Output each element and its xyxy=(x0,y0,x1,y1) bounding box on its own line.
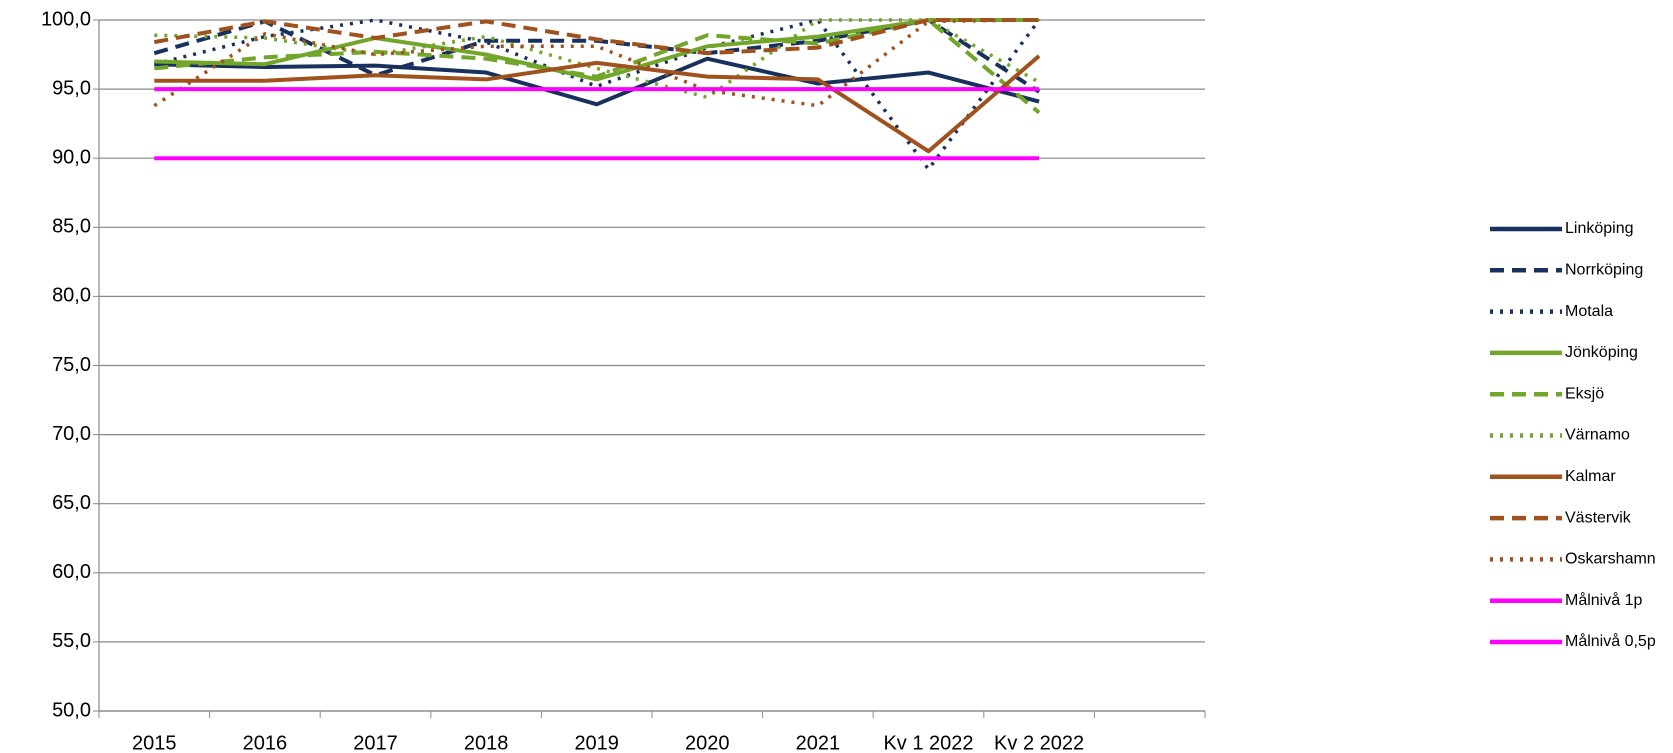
x-tick-label: Kv 1 2022 xyxy=(883,732,973,753)
legend-label: Jönköping xyxy=(1565,344,1638,361)
x-tick-label: 2020 xyxy=(685,732,730,753)
series-line xyxy=(154,56,1040,107)
x-tick-label: 2016 xyxy=(243,732,288,753)
y-tick-label: 95,0 xyxy=(52,77,91,99)
series-line xyxy=(153,18,1040,56)
x-tick-label: 2015 xyxy=(132,732,177,753)
legend-label: Norrköping xyxy=(1565,262,1643,279)
y-tick-label: 60,0 xyxy=(52,561,91,583)
series-line xyxy=(154,18,1041,115)
y-tick-label: 75,0 xyxy=(52,354,91,376)
legend-label: Oskarshamn xyxy=(1565,551,1656,568)
legend-label: Eksjö xyxy=(1565,385,1604,402)
y-tick-label: 70,0 xyxy=(52,423,91,445)
y-tick-label: 80,0 xyxy=(52,285,91,307)
y-tick-label: 100,0 xyxy=(41,8,91,30)
series-line xyxy=(153,18,1041,172)
legend-label: Värnamo xyxy=(1565,427,1630,444)
y-tick-label: 50,0 xyxy=(52,699,91,721)
legend-label: Kalmar xyxy=(1565,468,1616,485)
y-tick-label: 65,0 xyxy=(52,492,91,514)
y-tick-label: 85,0 xyxy=(52,216,91,238)
x-tick-label: 2021 xyxy=(796,732,841,753)
series-line xyxy=(154,18,1040,100)
x-tick-label: 2018 xyxy=(464,732,509,753)
series-line xyxy=(154,54,1041,154)
x-tick-label: 2017 xyxy=(353,732,398,753)
series-line xyxy=(154,18,1040,82)
x-tick-label: Kv 2 2022 xyxy=(994,732,1084,753)
y-tick-label: 90,0 xyxy=(52,146,91,168)
legend-label: Västervik xyxy=(1565,509,1632,526)
legend-label: Motala xyxy=(1565,303,1613,320)
legend-label: Linköping xyxy=(1565,220,1634,237)
legend-label: Målnivå 1p xyxy=(1565,591,1642,609)
x-tick-label: 2019 xyxy=(574,732,619,753)
y-tick-label: 55,0 xyxy=(52,630,91,652)
legend-label: Målnivå 0,5p xyxy=(1565,632,1656,650)
